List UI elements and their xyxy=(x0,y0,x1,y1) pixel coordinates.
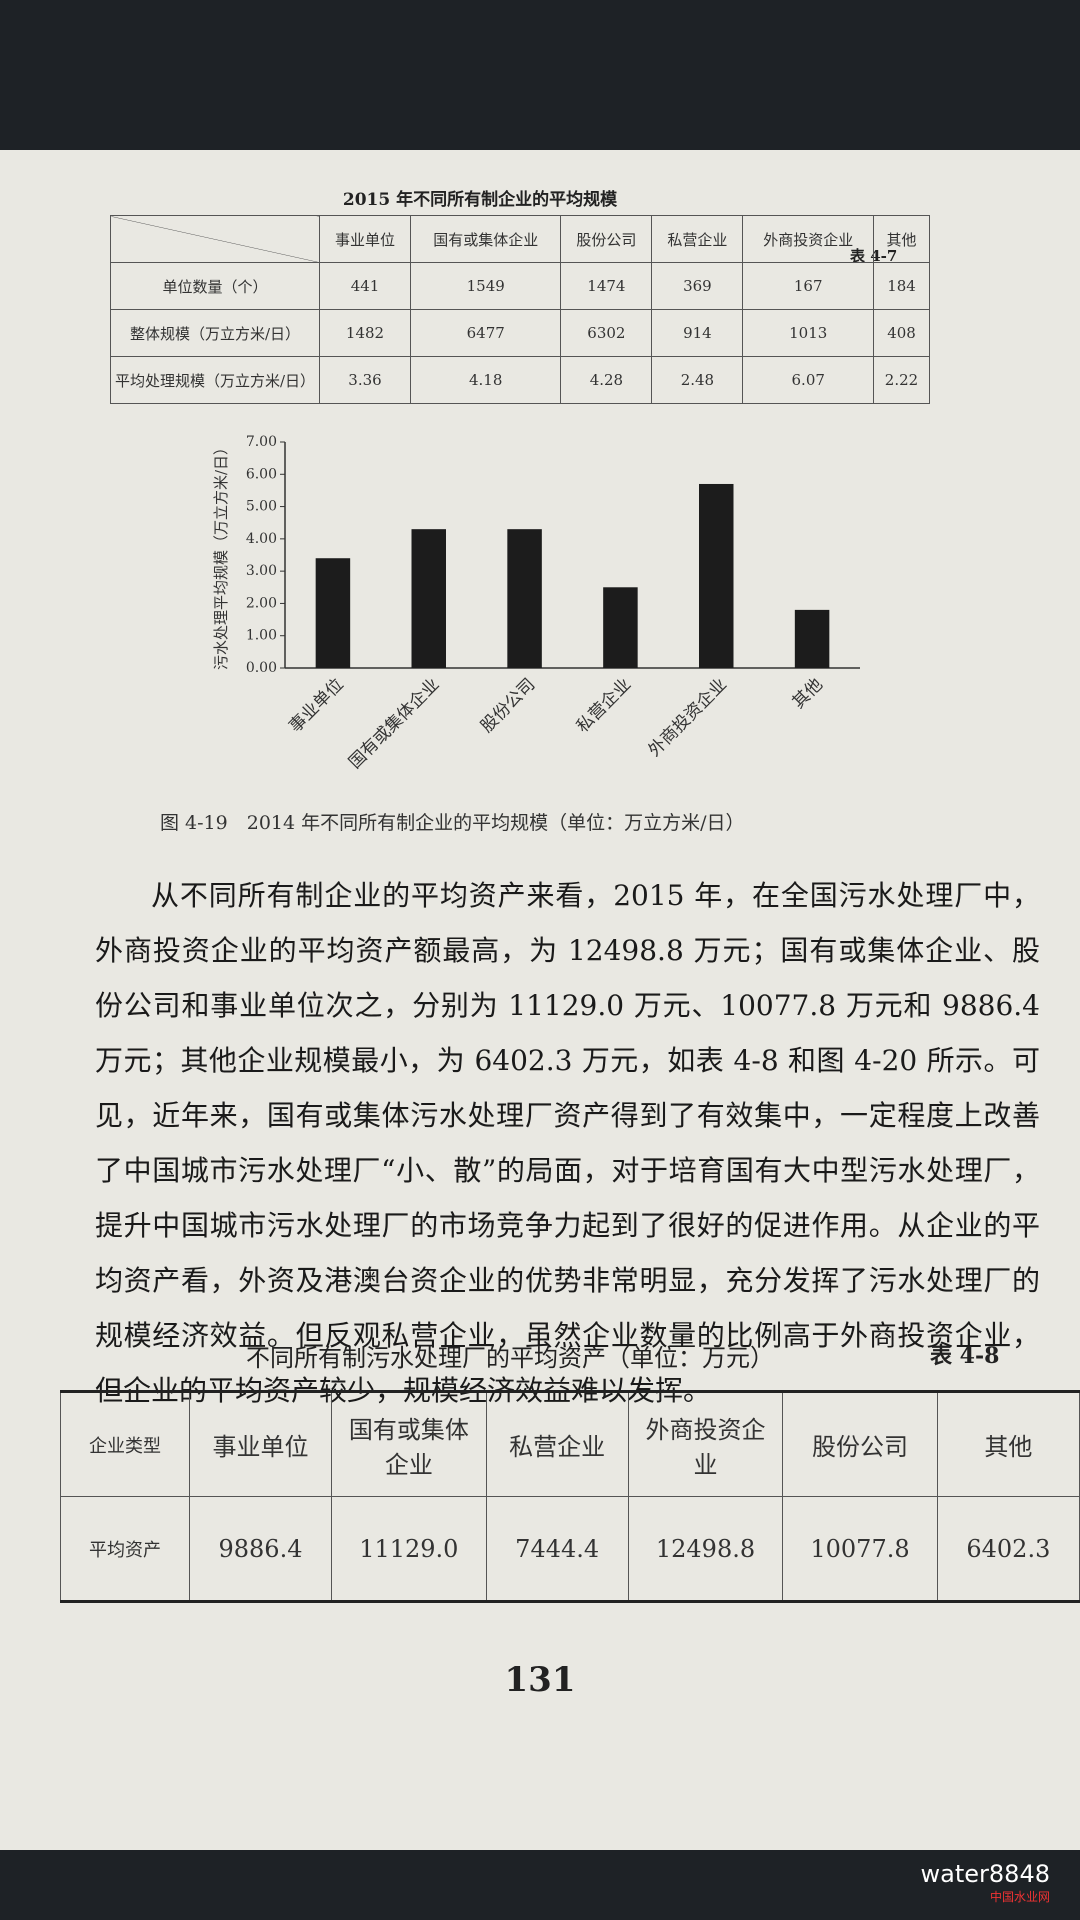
watermark-site: 中国水业网 xyxy=(989,1890,1050,1904)
table-cell: 2.22 xyxy=(873,356,930,404)
header-row: 企业类型 事业单位 国有或集体企业 私营企业 外商投资企业 股份公司 其他 xyxy=(60,1391,1080,1497)
row-header: 整体规模（万立方米/日） xyxy=(110,309,320,357)
table-cell: 10077.8 xyxy=(782,1496,938,1602)
table-cell: 3.36 xyxy=(318,356,412,404)
x-tick-label: 股份公司 xyxy=(477,675,539,737)
table-title: 不同所有制污水处理厂的平均资产（单位：万元） xyxy=(246,1344,774,1372)
table-row: 单位数量（个） 441 1549 1474 369 167 184 xyxy=(110,262,930,310)
table-row: 整体规模（万立方米/日） 1482 6477 6302 914 1013 408 xyxy=(110,309,930,357)
table-cell: 184 xyxy=(873,262,930,310)
column-header: 事业单位 xyxy=(188,1391,333,1497)
column-header: 事业单位 xyxy=(318,215,412,263)
table-cell: 12498.8 xyxy=(627,1496,784,1602)
row-header: 平均资产 xyxy=(60,1496,190,1602)
bar xyxy=(315,558,351,668)
body-paragraph: 从不同所有制企业的平均资产来看，2015 年，在全国污水处理厂中，外商投资企业的… xyxy=(95,879,1040,1407)
table-cell: 1013 xyxy=(742,309,875,357)
table-cell: 167 xyxy=(742,262,875,310)
x-tick-label: 私营企业 xyxy=(573,675,635,737)
column-header: 私营企业 xyxy=(485,1391,629,1497)
row-header: 平均处理规模（万立方米/日） xyxy=(110,356,320,404)
bar-chart: 污水处理平均规模（万立方米/日） 0.00 1.00 2.00 3.00 4.00 5.00… xyxy=(212,434,860,773)
table-cell: 6.07 xyxy=(742,356,875,404)
table-cell: 914 xyxy=(651,309,744,357)
corner-cell xyxy=(110,215,320,263)
column-header: 私营企业 xyxy=(651,215,744,263)
table: 企业类型 事业单位 国有或集体企业 私营企业 外商投资企业 股份公司 其他 平均资产 9886.… xyxy=(60,1390,1080,1603)
table-cell: 1549 xyxy=(410,262,562,310)
table-label: 表 4-8 xyxy=(930,1343,1000,1369)
column-header: 其他 xyxy=(873,215,930,263)
y-axis-label: 污水处理平均规模（万立方米/日） xyxy=(212,440,230,670)
x-tick-label: 外商投资企业 xyxy=(645,675,731,761)
table-cell: 441 xyxy=(318,262,412,310)
y-tick-label: 3.00 xyxy=(246,563,277,579)
table-cell: 6302 xyxy=(560,309,653,357)
y-tick-label: 2.00 xyxy=(246,595,277,611)
bar xyxy=(603,587,638,668)
table-cell: 9886.4 xyxy=(188,1496,333,1602)
table-cell: 4.18 xyxy=(410,356,562,404)
column-header: 国有或集体企业 xyxy=(331,1391,487,1497)
column-header: 国有或集体企业 xyxy=(410,215,562,263)
figure-caption: 图 4-19 2014 年不同所有制企业的平均规模（单位：万立方米/日） xyxy=(160,812,745,834)
header-row: 事业单位 国有或集体企业 股份公司 私营企业 外商投资企业 其他 xyxy=(110,215,930,263)
bar xyxy=(699,483,734,668)
column-header: 股份公司 xyxy=(560,215,653,263)
watermark-account: water8848 xyxy=(920,1860,1050,1888)
y-tick-label: 4.00 xyxy=(246,531,277,547)
table-row: 平均资产 9886.4 11129.0 7444.4 12498.8 10077.8 640… xyxy=(60,1496,1080,1602)
column-header: 外商投资企业 xyxy=(627,1391,784,1497)
table-cell: 2.48 xyxy=(651,356,744,404)
y-tick-label: 6.00 xyxy=(246,466,277,482)
row-header: 企业类型 xyxy=(60,1391,190,1497)
table-cell: 1474 xyxy=(560,262,653,310)
table-cell: 369 xyxy=(651,262,744,310)
column-header: 股份公司 xyxy=(782,1391,938,1497)
page-number: 131 xyxy=(504,1660,576,1700)
table-title: 2015 年不同所有制企业的平均规模 xyxy=(342,190,618,210)
y-tick-label: 0.00 xyxy=(246,660,277,676)
table-cell: 408 xyxy=(873,309,930,357)
y-tick-label: 7.00 xyxy=(246,434,277,450)
table: 事业单位 国有或集体企业 股份公司 私营企业 外商投资企业 其他 单位数量（个） 441 154… xyxy=(110,215,930,404)
y-tick-label: 1.00 xyxy=(246,628,277,644)
column-header: 其他 xyxy=(936,1391,1080,1497)
y-tick-label: 5.00 xyxy=(246,499,277,515)
bar xyxy=(794,609,830,668)
table-cell: 4.28 xyxy=(560,356,653,404)
table-cell: 1482 xyxy=(318,309,412,357)
bar xyxy=(507,529,542,668)
x-tick-label: 国有或集体企业 xyxy=(345,675,443,773)
x-tick-label: 事业单位 xyxy=(285,675,347,737)
table-cell: 6402.3 xyxy=(936,1496,1080,1602)
row-header: 单位数量（个） xyxy=(110,262,320,310)
column-header: 外商投资企业 xyxy=(742,215,875,263)
watermark: water8848 中国水业网 xyxy=(921,1860,1050,1905)
table-row: 平均处理规模（万立方米/日） 3.36 4.18 4.28 2.48 6.07 2.22 xyxy=(110,356,930,404)
table-cell: 11129.0 xyxy=(331,1496,487,1602)
table-cell: 7444.4 xyxy=(485,1496,629,1602)
table-cell: 6477 xyxy=(410,309,562,357)
bar xyxy=(411,529,446,668)
x-tick-label: 其他 xyxy=(789,675,827,713)
